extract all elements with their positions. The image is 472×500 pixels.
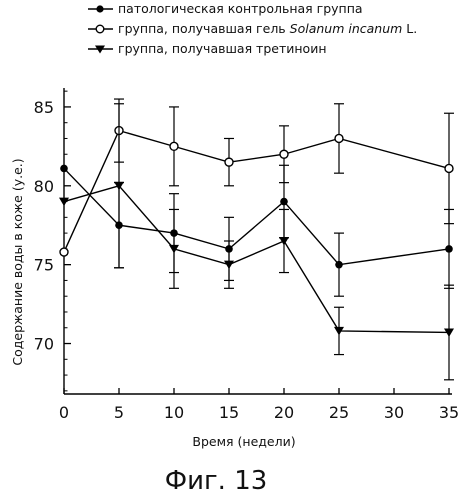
series-layer	[59, 99, 454, 380]
x-tick-label: 20	[274, 403, 294, 422]
x-tick-label: 10	[164, 403, 184, 422]
x-tick-label: 5	[114, 403, 124, 422]
x-tick-label: 30	[384, 403, 404, 422]
x-tick-label: 0	[59, 403, 69, 422]
x-tick-label: 15	[219, 403, 239, 422]
data-point	[335, 261, 343, 269]
legend-marker-solanum	[96, 25, 104, 33]
x-axis-ticks: 0 5 10 15 20 25 30 35	[59, 388, 459, 422]
legend-label-solanum-prefix: группа, получавшая гель	[118, 21, 290, 36]
data-point	[169, 245, 179, 254]
data-point	[60, 248, 68, 256]
x-tick-label: 25	[329, 403, 349, 422]
data-point	[335, 134, 343, 142]
series-line	[64, 131, 449, 252]
y-axis-ticks: 70 75 80 85	[34, 91, 71, 391]
data-point	[280, 198, 288, 206]
y-axis-label: Содержание воды в коже (у.е.)	[10, 158, 25, 365]
data-point	[445, 164, 453, 172]
legend-label-solanum-italic: Solanum incanum	[290, 21, 403, 36]
legend-item-tretinoin: группа, получавшая третиноин	[88, 41, 327, 56]
data-point	[445, 245, 453, 253]
legend-label-solanum-suffix: L.	[402, 21, 417, 36]
data-point	[60, 165, 68, 173]
x-axis-label: Время (недели)	[192, 434, 295, 449]
legend: патологическая контрольная группа группа…	[88, 1, 417, 56]
legend-marker-control	[96, 5, 103, 12]
legend-label-tretinoin: группа, получавшая третиноин	[118, 41, 327, 56]
data-point	[225, 158, 233, 166]
y-tick-label: 75	[34, 256, 54, 275]
legend-label-solanum: группа, получавшая гель Solanum incanum …	[118, 21, 417, 36]
data-point	[170, 142, 178, 150]
legend-item-control: патологическая контрольная группа	[88, 1, 363, 16]
y-tick-label: 85	[34, 98, 54, 117]
legend-label-control: патологическая контрольная группа	[118, 1, 363, 16]
data-point	[224, 261, 234, 270]
y-tick-label: 80	[34, 177, 54, 196]
figure-caption: Фиг. 13	[165, 466, 268, 496]
data-point	[279, 237, 289, 246]
series-line	[64, 186, 449, 333]
y-tick-label: 70	[34, 335, 54, 354]
series-2	[59, 104, 454, 380]
x-tick-label: 35	[439, 403, 459, 422]
data-point	[280, 150, 288, 158]
legend-item-solanum: группа, получавшая гель Solanum incanum …	[88, 21, 417, 36]
